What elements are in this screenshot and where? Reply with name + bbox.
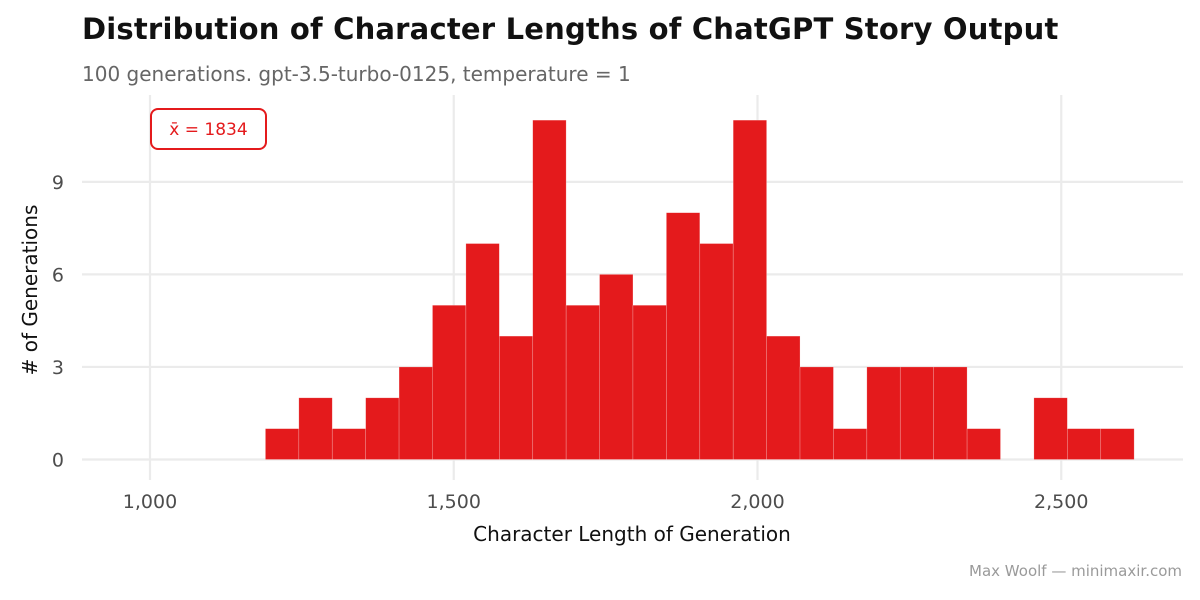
histogram-bar: [265, 428, 300, 460]
histogram-bar: [799, 366, 834, 460]
y-tick-label: 3: [52, 357, 64, 379]
x-tick-label: 2,500: [1034, 491, 1088, 513]
histogram-bar: [966, 428, 1001, 460]
chart-title: Distribution of Character Lengths of Cha…: [82, 12, 1059, 46]
histogram-bar: [599, 274, 634, 460]
histogram-bar: [699, 243, 734, 460]
histogram-bar: [432, 304, 467, 460]
mean-annotation: x̄ = 1834: [150, 108, 267, 150]
histogram-bar: [298, 397, 333, 460]
y-tick-label: 6: [52, 264, 64, 286]
histogram-bar: [666, 212, 701, 460]
histogram-bar: [1100, 428, 1135, 460]
histogram-bar: [365, 397, 400, 460]
histogram-bar: [1067, 428, 1102, 460]
histogram-bar: [866, 366, 901, 460]
histogram-bar: [732, 119, 767, 460]
mean-annotation-box: [150, 108, 267, 150]
histogram-bar: [398, 366, 433, 460]
histogram-bar: [933, 366, 968, 460]
x-tick-label: 2,000: [730, 491, 784, 513]
histogram-bar: [532, 119, 567, 460]
y-tick-label: 9: [52, 172, 64, 194]
x-tick-label: 1,500: [427, 491, 481, 513]
chart-subtitle: 100 generations. gpt-3.5-turbo-0125, tem…: [82, 62, 631, 86]
mean-annotation-label: x̄ = 1834: [169, 120, 247, 140]
histogram-bar: [899, 366, 934, 460]
histogram-bars: [265, 119, 1135, 460]
author-credit: Max Woolf — minimaxir.com: [969, 562, 1182, 580]
histogram-bar: [499, 335, 534, 460]
histogram-bar: [766, 335, 801, 460]
histogram-bar: [565, 304, 600, 460]
x-axis-title: Character Length of Generation: [473, 522, 791, 546]
histogram-bar: [632, 304, 667, 460]
axis-ticks: 1,000 1,500 2,000 2,500 0 3 6 9: [52, 172, 1089, 513]
histogram-bar: [833, 428, 868, 460]
histogram-bar: [331, 428, 366, 460]
x-tick-label: 1,000: [123, 491, 177, 513]
y-tick-label: 0: [52, 450, 64, 472]
y-axis-title: # of Generations: [18, 205, 42, 376]
histogram-bar: [465, 243, 500, 460]
histogram-bar: [1033, 397, 1068, 460]
